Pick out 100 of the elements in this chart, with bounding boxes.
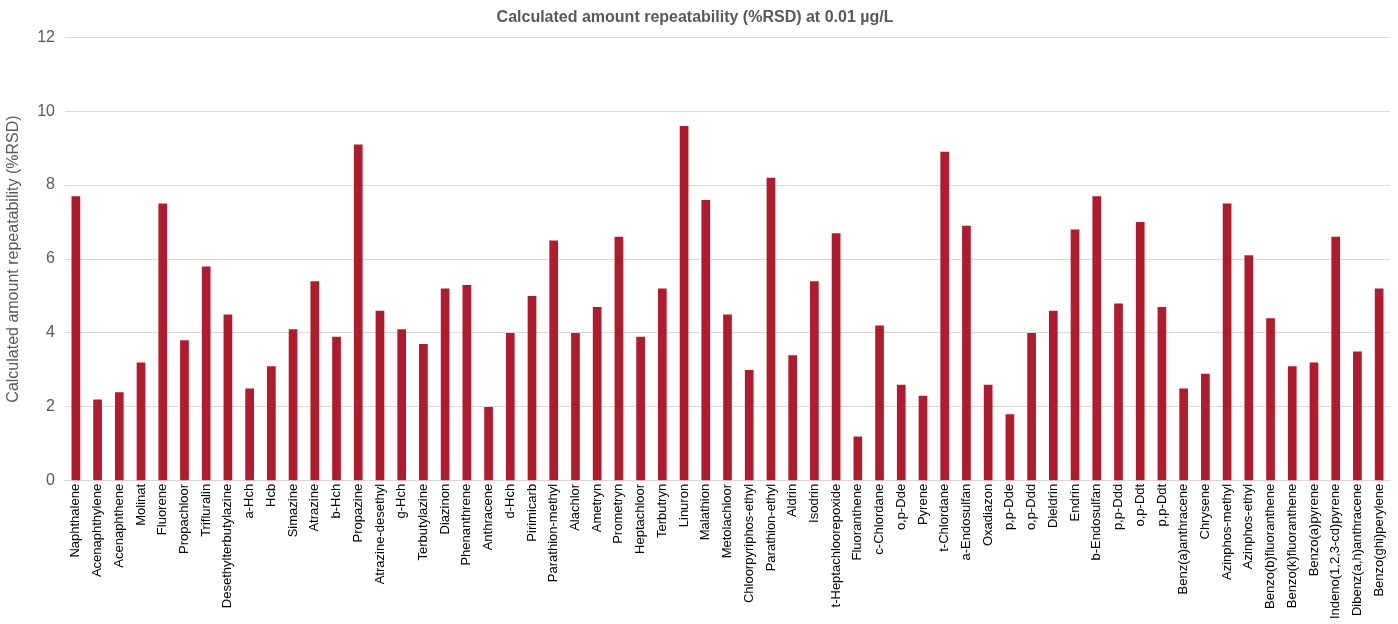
x-tick-label: Simazine	[284, 483, 300, 538]
bar	[875, 325, 884, 481]
x-tick-label: t-Chlordane	[936, 483, 952, 552]
bar	[136, 362, 146, 481]
x-tick-label: Chloorpyriphos-ethyl	[740, 483, 756, 604]
x-tick-label: Phenanthrene	[458, 483, 474, 566]
bar	[636, 336, 645, 481]
x-tick-label: Atrazine-desethyl	[371, 483, 387, 585]
bar	[1070, 229, 1080, 481]
x-tick-label: a-Endosulfan	[958, 483, 974, 561]
bar	[1374, 288, 1384, 481]
x-tick-label: Prometryn	[610, 483, 626, 544]
x-tick-label: Heptachloor	[632, 483, 648, 554]
y-tick-label: 10	[37, 101, 56, 119]
bar	[1331, 236, 1341, 481]
bar	[114, 392, 124, 481]
x-tick-label: o,p-Dde	[892, 483, 908, 531]
bar	[723, 314, 732, 481]
x-tick-label: Isodrin	[805, 483, 821, 523]
x-tick-label: p,p-Ddt	[1153, 483, 1169, 527]
x-tick-label: Propachloor	[176, 483, 192, 554]
x-tick-label: Dibenz(a,h)anthracene	[1349, 483, 1364, 617]
x-tick-label: Benzo(ghi)perylene	[1370, 483, 1386, 597]
x-tick-label: Azinphos-methyl	[1218, 483, 1234, 580]
x-tick-label: Naphthalene	[67, 483, 83, 558]
x-tick-label: Benzo(b)fluoranthene	[1262, 483, 1278, 609]
x-tick-label: c-Chlordane	[871, 483, 887, 555]
x-tick-label: t-Heptachloorepoxide	[827, 483, 843, 608]
bar	[1005, 414, 1015, 481]
x-tick-label: Desethylterbutylazine	[219, 483, 235, 609]
bar	[810, 281, 819, 481]
bar	[505, 332, 515, 481]
x-tick-label: Propazine	[349, 483, 365, 543]
bar	[1309, 362, 1319, 481]
x-tick-label: Diazinon	[436, 483, 452, 535]
bar	[1179, 388, 1188, 481]
bar	[245, 388, 254, 481]
x-tick-label: Anthracene	[480, 483, 496, 551]
bar	[853, 436, 863, 481]
bar	[484, 406, 493, 481]
y-tick-label: 2	[46, 397, 56, 415]
bar	[571, 332, 580, 481]
bar	[201, 266, 211, 481]
bar	[1287, 366, 1297, 481]
y-tick-label: 6	[46, 249, 56, 267]
x-tick-label: d-Hch	[501, 483, 517, 519]
bar	[353, 144, 363, 481]
bar	[1092, 196, 1102, 481]
bar	[310, 281, 320, 481]
x-tick-label: Fluoranthene	[849, 483, 865, 561]
bar	[1353, 351, 1362, 481]
bar	[614, 236, 624, 481]
x-tick-label: Indeno(1,2,3-cd)pyrene	[1327, 483, 1343, 620]
x-tick-label: b-Hch	[328, 483, 344, 519]
x-tick-label: o,p-Ddt	[1131, 483, 1147, 527]
x-tick-label: Azinphos-ethyl	[1240, 483, 1256, 570]
bar	[679, 125, 689, 481]
x-tick-label: Hcb	[262, 483, 278, 507]
bar	[657, 288, 667, 481]
x-tick-label: Fluorene	[154, 483, 170, 536]
bar	[896, 384, 906, 481]
y-tick-label: 8	[46, 175, 56, 193]
bar	[223, 314, 233, 481]
bar	[788, 355, 798, 481]
x-tick-label: Parathion-methyl	[545, 483, 561, 583]
x-tick-label: Molinat	[132, 483, 148, 526]
chart-title: Calculated amount repeatability (%RSD) at 0.01 µg/L	[496, 8, 894, 26]
x-tick-label: Malathion	[697, 483, 713, 541]
x-tick-label: Metolachloor	[719, 483, 735, 559]
y-tick-label: 4	[46, 323, 56, 341]
bar	[1222, 203, 1232, 481]
bar	[397, 329, 407, 481]
x-tick-label: o,p-Ddd	[1023, 483, 1039, 531]
bar	[375, 310, 385, 481]
y-tick-label: 0	[46, 471, 56, 489]
bar	[267, 366, 276, 481]
bar	[1027, 332, 1036, 481]
bar	[1266, 318, 1275, 481]
bar	[1114, 303, 1123, 481]
x-tick-label: Dieldrin	[1044, 483, 1060, 528]
bar	[1048, 310, 1058, 481]
bar	[440, 288, 450, 481]
bar	[1157, 307, 1167, 481]
bar	[766, 177, 776, 481]
x-tick-label: Endrin	[1066, 483, 1082, 522]
bar	[332, 336, 341, 481]
x-tick-label: Terbutylazine	[414, 483, 430, 561]
bar	[180, 340, 189, 481]
x-tick-label: Parathion-ethyl	[762, 483, 778, 572]
bar	[962, 225, 971, 481]
x-tick-label: Acenaphthene	[110, 483, 126, 568]
bar	[831, 233, 841, 481]
bar	[701, 199, 711, 481]
bar	[744, 369, 754, 481]
x-tick-label: g-Hch	[393, 483, 409, 519]
y-axis-title: Calculated amount repeatability (%RSD)	[4, 115, 22, 403]
x-tick-label: Atrazine	[306, 483, 322, 532]
x-tick-label: Linuron	[675, 483, 691, 528]
bar	[1135, 222, 1145, 481]
bar	[1244, 255, 1254, 481]
